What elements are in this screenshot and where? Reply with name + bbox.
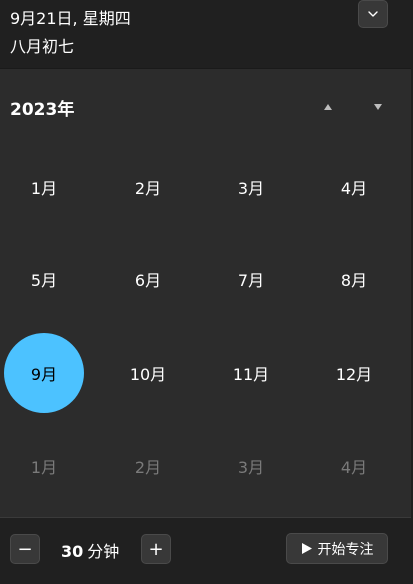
current-date[interactable]: 9月21日, 星期四 <box>10 9 131 28</box>
focus-session-bar: − 30 分钟 + 开始专注 <box>0 517 411 584</box>
play-icon <box>301 542 313 555</box>
year-header-button[interactable]: 2023年 <box>10 100 75 120</box>
month-cell[interactable]: 9月 <box>4 333 84 413</box>
date-header: 9月21日, 星期四 八月初七 <box>0 0 411 69</box>
month-cell[interactable]: 4月 <box>340 179 368 198</box>
month-cell[interactable]: 11月 <box>232 365 270 384</box>
month-view: 2023年 1月 2月 3月 4月 5月 6月 7月 8月 9月 10月 11月 12月 1月 2月 3月 4… <box>0 69 411 517</box>
month-cell[interactable]: 8月 <box>340 271 368 290</box>
month-cell[interactable]: 10月 <box>129 365 167 384</box>
month-cell[interactable]: 4月 <box>340 458 368 477</box>
lunar-date: 八月初七 <box>10 37 75 56</box>
duration-unit: 分钟 <box>87 542 120 561</box>
month-cell[interactable]: 3月 <box>237 179 265 198</box>
caret-up-icon <box>324 104 332 110</box>
caret-down-icon <box>374 104 382 110</box>
month-cell[interactable]: 3月 <box>237 458 265 477</box>
decrease-duration-button[interactable]: − <box>10 534 40 564</box>
previous-year-button[interactable] <box>316 95 340 119</box>
duration-value: 30 <box>61 542 84 561</box>
month-cell[interactable]: 1月 <box>30 458 58 477</box>
month-cell[interactable]: 7月 <box>237 271 265 290</box>
next-year-button[interactable] <box>366 95 390 119</box>
month-cell[interactable]: 6月 <box>134 271 162 290</box>
increase-duration-button[interactable]: + <box>141 534 171 564</box>
collapse-calendar-button[interactable] <box>358 0 388 28</box>
start-focus-label: 开始专注 <box>317 541 374 558</box>
start-focus-button[interactable]: 开始专注 <box>286 533 388 564</box>
month-cell[interactable]: 12月 <box>335 365 373 384</box>
focus-duration: 30 分钟 <box>61 538 119 562</box>
month-cell[interactable]: 2月 <box>134 179 162 198</box>
month-cell[interactable]: 1月 <box>30 179 58 198</box>
month-cell[interactable]: 2月 <box>134 458 162 477</box>
chevron-down-icon <box>368 11 378 17</box>
month-cell[interactable]: 5月 <box>30 271 58 290</box>
